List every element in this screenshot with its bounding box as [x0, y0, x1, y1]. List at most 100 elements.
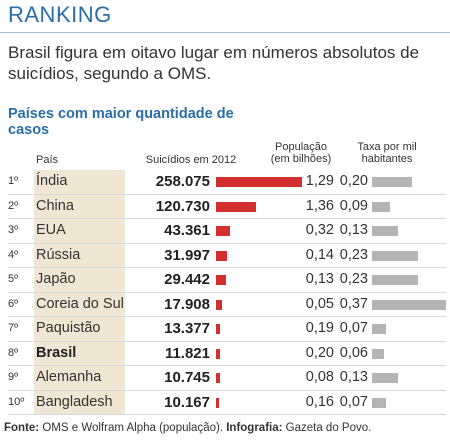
rate-value: 0,23	[339, 271, 368, 287]
suicides-bar	[216, 299, 222, 310]
population-value: 0,20	[305, 344, 334, 361]
rate-value: 0,13	[339, 222, 368, 238]
suicides-bar	[216, 397, 220, 408]
header-divider	[0, 32, 450, 33]
suicides-bar	[216, 250, 227, 261]
table-row: 7º Paquistão 13.377 0,19 0,07	[8, 317, 446, 342]
row-divider	[8, 193, 446, 195]
rate-bar	[372, 324, 386, 334]
suicides-bar	[216, 324, 221, 334]
table-row: 8º Brasil 11.821 0,20 0,06	[8, 342, 446, 366]
rank-label: 9º	[8, 371, 19, 383]
country-column-highlight	[34, 170, 125, 415]
rank-label: 3º	[8, 224, 19, 236]
table-row: 6º Coreia do Sul 17.908 0,05 0,37	[8, 293, 446, 317]
country-label: China	[36, 197, 74, 214]
suicides-value: 43.361	[164, 222, 210, 239]
country-label: EUA	[36, 222, 66, 238]
population-value: 0,14	[305, 246, 334, 263]
row-divider	[8, 291, 446, 293]
rate-bar	[372, 201, 390, 212]
table-row: 2º China 120.730 1,36 0,09	[8, 195, 446, 219]
population-value: 1,29	[305, 173, 334, 189]
suicides-value: 258.075	[155, 173, 210, 190]
suicides-value: 11.821	[164, 344, 210, 362]
section-title: Países com maior quantidade de casos	[8, 106, 234, 138]
country-label: Bangladesh	[36, 393, 113, 410]
rank-label: 2º	[8, 199, 19, 212]
population-value: 0,05	[305, 295, 334, 312]
suicides-bar	[216, 348, 220, 359]
row-divider	[8, 340, 446, 342]
table-row: 10º Bangladesh 10.167 0,16 0,07	[8, 391, 446, 415]
population-value: 1,36	[305, 197, 334, 214]
rate-bar	[372, 373, 398, 383]
rate-value: 0,20	[339, 173, 368, 189]
rate-bar	[372, 226, 398, 236]
rank-label: 4º	[8, 248, 19, 261]
rate-value: 0,06	[339, 344, 368, 361]
rate-value: 0,09	[339, 197, 368, 214]
column-header-population: População (em bilhões)	[270, 141, 332, 165]
rank-label: 10º	[8, 395, 25, 408]
rate-value: 0,07	[339, 320, 368, 336]
row-divider	[8, 267, 446, 268]
rank-label: 7º	[8, 322, 19, 334]
rate-bar	[372, 275, 418, 285]
population-value: 0,13	[305, 271, 334, 287]
row-divider	[8, 316, 446, 317]
row-divider	[8, 365, 446, 366]
suicides-value: 13.377	[164, 320, 210, 337]
rate-bar	[372, 177, 412, 187]
country-label: Brasil	[36, 344, 77, 361]
rate-value: 0,07	[339, 393, 368, 410]
suicides-bar	[216, 201, 257, 212]
header-title: RANKING	[8, 2, 112, 27]
rate-value: 0,23	[339, 246, 368, 263]
population-value: 0,32	[305, 222, 334, 238]
row-divider	[8, 218, 446, 219]
subtitle: Brasil figura em oitavo lugar em números…	[8, 43, 420, 83]
infographic-text: Gazeta do Povo.	[282, 422, 372, 434]
rank-label: 8º	[8, 346, 19, 359]
column-header-suicides: Suicídios em 2012	[145, 154, 237, 166]
rate-bar	[372, 299, 446, 310]
row-divider	[8, 389, 446, 391]
rank-label: 5º	[8, 273, 19, 285]
population-value: 0,08	[305, 369, 334, 385]
row-divider	[8, 414, 446, 415]
rate-value: 0,37	[339, 295, 368, 312]
suicides-value: 120.730	[155, 197, 210, 215]
country-label: Paquistão	[36, 320, 101, 336]
population-value: 0,16	[305, 393, 334, 410]
rate-bar	[372, 250, 418, 261]
population-value: 0,19	[305, 320, 334, 336]
rate-bar	[372, 348, 384, 359]
column-header-country: País	[36, 154, 59, 166]
rate-bar	[372, 397, 386, 408]
suicides-value: 10.167	[164, 393, 210, 411]
country-label: Alemanha	[36, 369, 102, 385]
rate-value: 0,13	[339, 369, 368, 385]
rank-label: 6º	[8, 297, 19, 310]
table-row: 5º Japão 29.442 0,13 0,23	[8, 268, 446, 293]
rank-label: 1º	[8, 175, 19, 187]
source-text: OMS e Wolfram Alpha (população).	[39, 422, 227, 434]
table-row: 9º Alemanha 10.745 0,08 0,13	[8, 366, 446, 391]
source-label: Fonte:	[4, 422, 40, 434]
country-label: Japão	[36, 271, 76, 287]
row-divider	[8, 242, 446, 244]
table-row: 3º EUA 43.361 0,32 0,13	[8, 219, 446, 244]
suicides-value: 31.997	[164, 246, 210, 264]
suicides-bar	[216, 177, 302, 187]
country-label: Coreia do Sul	[36, 295, 124, 312]
table-row: 4º Rússia 31.997 0,14 0,23	[8, 244, 446, 268]
suicides-value: 10.745	[164, 369, 210, 386]
country-label: Índia	[36, 173, 68, 189]
suicides-value: 17.908	[164, 295, 210, 313]
infographic-label: Infografia:	[226, 422, 283, 434]
footer-credits: Fonte: OMS e Wolfram Alpha (população). …	[4, 422, 450, 434]
country-label: Rússia	[36, 246, 81, 263]
suicides-bar	[216, 275, 226, 285]
suicides-value: 29.442	[164, 271, 210, 288]
